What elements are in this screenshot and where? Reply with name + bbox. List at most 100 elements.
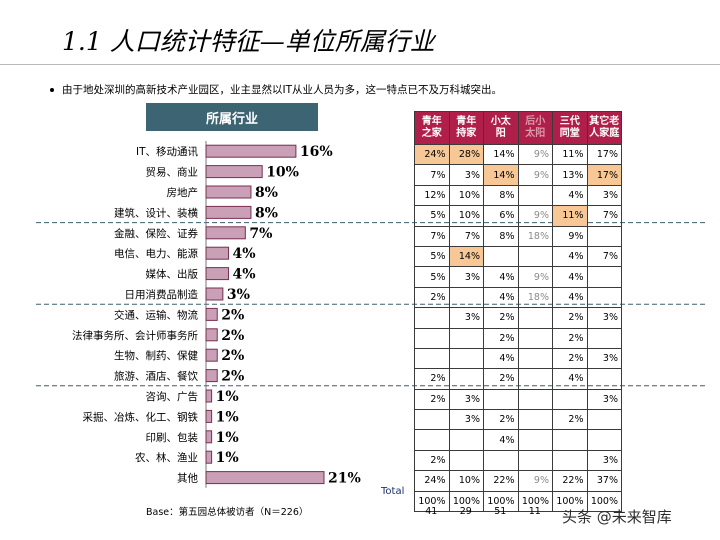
table-cell <box>448 347 484 370</box>
table-cell: 11% <box>552 143 588 166</box>
data-label: 3% <box>227 287 250 303</box>
category-label: 法律事务所、会计师事务所 <box>72 329 198 342</box>
table-row: 12% 10% 8% 4% 3% <box>414 184 622 207</box>
bar <box>205 307 218 321</box>
table-row: 24% 28% 14% 9% 11% 17% <box>414 143 622 166</box>
base-note: Base：第五园总体被访者（N＝226） <box>146 507 309 518</box>
column-header: 后小 太阳 <box>517 111 553 145</box>
data-label: 8% <box>255 185 278 201</box>
table-cell: 9% <box>517 266 553 288</box>
category-label: 房地产 <box>167 186 199 199</box>
table-cell: 5% <box>414 266 450 288</box>
bar <box>205 144 297 158</box>
table-cell: 3% <box>448 409 484 431</box>
table-cell <box>414 347 450 370</box>
table-cell: 7% <box>414 225 450 247</box>
table-cell <box>552 388 588 411</box>
table-cell <box>483 388 519 411</box>
table-cell: 2% <box>552 307 588 329</box>
page-title: 1.1 人口统计特征—单位所属行业 <box>62 27 435 56</box>
table-cell: 9% <box>517 205 553 227</box>
table-cell <box>448 449 484 472</box>
bar <box>205 205 252 219</box>
table-cell <box>448 429 484 451</box>
table-cell: 2% <box>552 327 588 349</box>
table-cell <box>483 245 519 268</box>
table-cell: 10% <box>448 470 484 492</box>
table-cell: 2% <box>483 368 519 390</box>
table-row: 4% 2% 3% <box>414 347 622 370</box>
table-cell <box>517 449 553 472</box>
table-row: 2% 3% 3% <box>414 388 622 411</box>
total-row: 100% 100% 100% 100% 100% 100% <box>414 490 622 513</box>
table-cell: 10% <box>448 184 484 207</box>
table-cell: 24% <box>414 143 450 166</box>
table-cell: 22% <box>552 470 588 492</box>
data-label: 2% <box>221 369 244 385</box>
sample-count: 11 <box>528 506 541 517</box>
table-cell <box>517 388 553 411</box>
table-cell <box>414 429 450 451</box>
table-cell: 2% <box>414 388 450 411</box>
category-label: 农、林、渔业 <box>135 451 198 464</box>
table-body: 24% 28% 14% 9% 11% 17% 7% 3% 14% 9% 13% 17% 12% 10% 8%… <box>414 143 622 513</box>
table-cell: 9% <box>517 470 553 492</box>
table-cell: 18% <box>517 286 553 309</box>
table-row: 24% 10% 22% 9% 22% 37% <box>414 470 622 492</box>
category-label: 生物、制药、保健 <box>114 349 198 362</box>
table-cell: 24% <box>414 470 450 492</box>
table-cell: 2% <box>414 286 450 309</box>
table-row: 5% 14% 4% 7% <box>414 245 622 268</box>
table-cell: 9% <box>517 143 553 166</box>
table-cell <box>517 307 553 329</box>
table-cell: 4% <box>483 429 519 451</box>
table-cell: 7% <box>414 164 450 186</box>
table-cell <box>448 327 484 349</box>
category-label: 其他 <box>177 472 198 485</box>
table-cell <box>517 368 553 390</box>
table-row: 3% 2% 2% 3% <box>414 307 622 329</box>
table-cell: 3% <box>448 388 484 411</box>
bullet-point: 由于地处深圳的高新技术产业园区，业主显然以IT从业人员为多，这一特点已不及万科城… <box>50 82 502 97</box>
table-cell <box>552 449 588 472</box>
table-cell: 11% <box>552 205 588 227</box>
table-header-row: 青年 之家 青年 持家 小太阳后小 太阳 三代 同堂 其它老 人家庭 <box>414 111 622 145</box>
table-cell <box>414 327 450 349</box>
title-divider <box>0 64 720 65</box>
table-cell <box>517 327 553 349</box>
table-cell: 100% <box>586 490 622 513</box>
table-cell <box>517 409 553 431</box>
category-label: 咨询、广告 <box>146 390 199 403</box>
table-cell: 9% <box>552 225 588 247</box>
column-header: 其它老 人家庭 <box>586 111 622 145</box>
column-header: 小太阳 <box>483 111 519 145</box>
data-label: 8% <box>255 205 278 221</box>
table-cell: 5% <box>414 245 450 268</box>
category-label: 日用消费品制造 <box>125 288 199 301</box>
bar <box>205 328 218 342</box>
table-cell: 9% <box>517 164 553 186</box>
sample-count: 51 <box>494 506 507 517</box>
category-label: 贸易、商业 <box>146 166 199 179</box>
table-cell: 7% <box>586 205 622 227</box>
table-cell: 3% <box>448 307 484 329</box>
table-cell: 4% <box>552 245 588 268</box>
category-label: IT、移动通讯 <box>136 145 199 158</box>
table-cell: 14% <box>483 164 519 186</box>
sample-count: 29 <box>459 506 472 517</box>
table-cell: 5% <box>414 205 450 227</box>
data-label: 2% <box>221 307 244 323</box>
table-cell <box>414 307 450 329</box>
data-label: 1% <box>216 430 239 446</box>
data-label: 10% <box>266 165 299 181</box>
table-cell: 4% <box>552 368 588 390</box>
bar <box>205 389 213 403</box>
table-cell <box>586 266 622 288</box>
table-cell: 4% <box>483 347 519 370</box>
table-cell: 3% <box>586 449 622 472</box>
table-cell: 6% <box>483 205 519 227</box>
column-header: 青年 之家 <box>414 111 450 145</box>
category-label: 建筑、设计、装横 <box>114 206 198 219</box>
category-label: 金融、保险、证券 <box>114 227 198 240</box>
bullet-text: 由于地处深圳的高新技术产业园区，业主显然以IT从业人员为多，这一特点已不及万科城… <box>62 84 503 96</box>
